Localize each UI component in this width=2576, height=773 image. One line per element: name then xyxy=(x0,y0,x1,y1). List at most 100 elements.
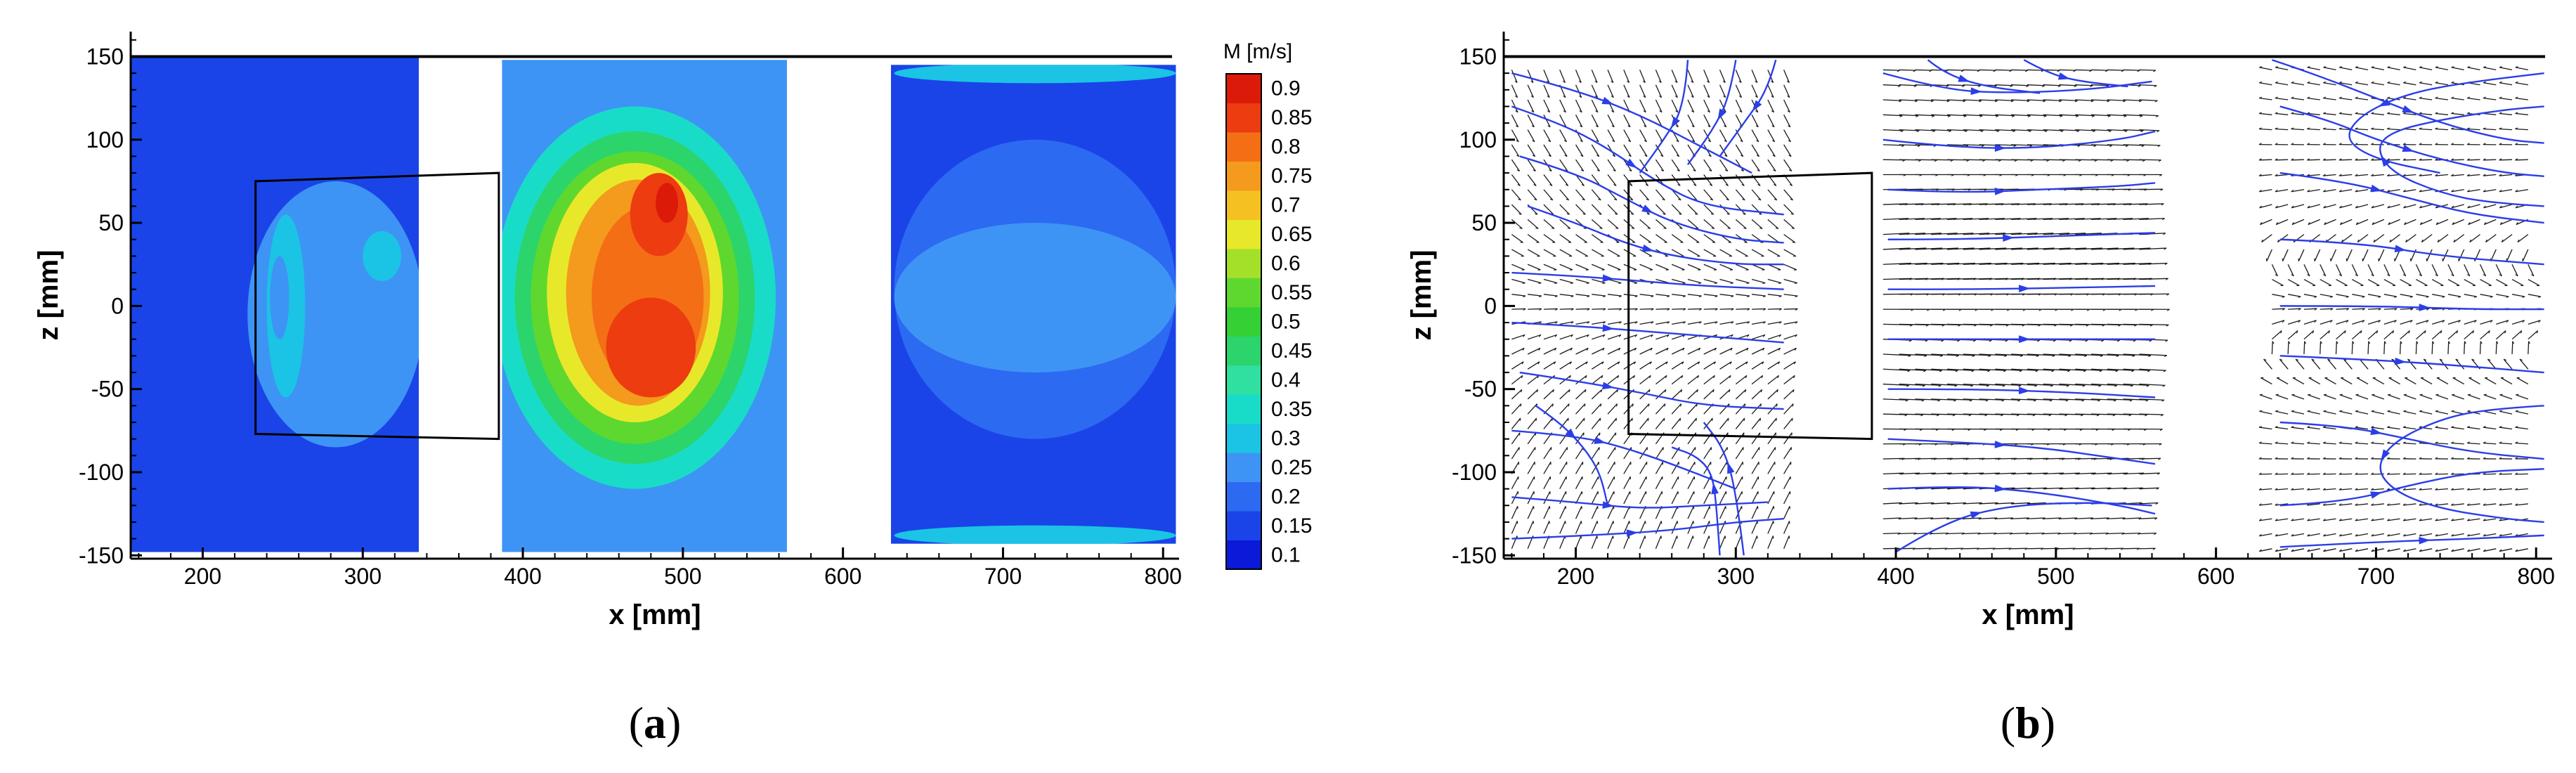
vector-arrow xyxy=(2123,262,2152,265)
vector-arrow xyxy=(2276,377,2289,385)
vector-arrow-head xyxy=(1934,160,1937,162)
vector-arrow xyxy=(1783,278,1797,284)
vector-arrow-head xyxy=(1774,198,1777,201)
vector-arrow xyxy=(1559,204,1570,215)
vector-arrow-head xyxy=(1570,295,1574,298)
vector-arrow xyxy=(2291,427,2305,430)
vector-arrow xyxy=(1559,99,1566,113)
vector-arrow xyxy=(1527,361,1540,370)
vector-arrow xyxy=(2275,219,2289,226)
vector-arrow xyxy=(1687,308,1702,310)
vector-arrow xyxy=(2338,518,2353,521)
vector-arrow xyxy=(2011,353,2039,356)
vector-arrow xyxy=(2435,219,2449,226)
vector-arrow xyxy=(2464,278,2476,286)
vector-arrow xyxy=(1899,247,1927,250)
streamline-arrow xyxy=(1994,188,2007,195)
streamline-arrow xyxy=(2370,184,2383,193)
vector-arrow-head xyxy=(2298,308,2301,311)
vector-arrow-head xyxy=(1682,295,1686,298)
vector-arrow-head xyxy=(2004,355,2008,358)
vector-arrow-head xyxy=(2499,174,2502,176)
vector-arrow-head xyxy=(1930,100,1934,103)
vector-arrow xyxy=(1751,321,1766,325)
vector-arrow-head xyxy=(2387,96,2390,99)
vector-arrow xyxy=(1735,144,1744,157)
vector-arrow-head xyxy=(2010,100,2014,103)
vector-arrow-head xyxy=(2033,399,2037,402)
vector-arrow-head xyxy=(2291,457,2294,460)
vector-arrow xyxy=(2355,488,2369,491)
vector-arrow xyxy=(2355,442,2369,445)
vector-arrow-head xyxy=(2405,239,2407,242)
vector-arrow xyxy=(1735,389,1747,400)
vector-arrow xyxy=(2403,189,2416,193)
colorbar-label: 0.35 xyxy=(1271,398,1312,421)
vector-arrow-head xyxy=(2053,339,2056,342)
vector-arrow xyxy=(1671,375,1684,385)
vector-arrow-head xyxy=(1740,155,1743,157)
vector-arrow xyxy=(1591,389,1603,400)
vector-arrow xyxy=(2259,427,2272,430)
vector-arrow xyxy=(1623,308,1638,310)
vector-arrow xyxy=(2090,532,2109,535)
vector-arrow-head xyxy=(1537,361,1540,365)
vector-arrow-head xyxy=(2338,457,2342,460)
vector-arrow-head xyxy=(2314,320,2317,323)
vector-arrow-head xyxy=(2258,519,2262,521)
vector-arrow-head xyxy=(2516,222,2518,225)
vector-arrow xyxy=(1672,321,1686,325)
colorbar-label: 0.45 xyxy=(1271,339,1312,363)
vector-arrow-head xyxy=(2145,399,2149,402)
vector-arrow-head xyxy=(1651,295,1654,298)
vector-arrow-head xyxy=(2164,247,2167,250)
vector-arrow-head xyxy=(2402,472,2406,475)
vector-arrow-head xyxy=(2028,130,2032,133)
vector-arrow-head xyxy=(2066,384,2069,387)
vector-arrow xyxy=(1623,129,1632,143)
vector-arrow-head xyxy=(2307,143,2310,145)
vector-arrow-head xyxy=(1649,375,1651,379)
vector-arrow-head xyxy=(2499,274,2502,277)
vector-arrow-head xyxy=(2467,96,2471,99)
vector-arrow xyxy=(1655,389,1667,400)
vector-arrow xyxy=(2468,377,2480,385)
vector-arrow xyxy=(1655,129,1663,143)
vector-arrow xyxy=(1527,491,1535,505)
vector-arrow-head xyxy=(1899,100,1902,103)
vector-arrow xyxy=(2011,383,2038,386)
vector-arrow xyxy=(2483,503,2497,506)
vector-arrow xyxy=(1703,308,1718,310)
vector-arrow xyxy=(2403,204,2416,209)
streamline xyxy=(2279,468,2544,507)
vector-arrow xyxy=(1639,361,1652,370)
vector-arrow xyxy=(1687,234,1700,243)
vector-arrow xyxy=(2483,488,2497,491)
vector-arrow xyxy=(1575,521,1582,534)
vector-arrow-head xyxy=(1618,334,1622,337)
vector-arrow-head xyxy=(1793,389,1795,393)
colorbar-label: 0.15 xyxy=(1271,514,1312,538)
vector-arrow xyxy=(1995,84,2013,86)
vector-arrow xyxy=(2043,84,2061,86)
vector-arrow-head xyxy=(2499,127,2502,130)
vector-arrow xyxy=(1751,403,1762,415)
vector-arrow xyxy=(2383,264,2390,277)
vector-arrow-head xyxy=(2291,410,2294,412)
vector-arrow xyxy=(1592,321,1606,325)
vector-arrow xyxy=(1736,278,1750,284)
vector-arrow-head xyxy=(1651,334,1653,337)
panel-b-y-tick-label: 100 xyxy=(1459,127,1497,152)
vector-arrow-head xyxy=(1787,110,1790,113)
vector-arrow-head xyxy=(2097,399,2101,402)
vector-arrow xyxy=(1607,249,1620,257)
vector-arrow xyxy=(2288,294,2301,297)
vector-arrow xyxy=(1783,159,1793,171)
panel-b-x-tick-label: 300 xyxy=(1717,564,1755,589)
vector-arrow xyxy=(1543,114,1551,128)
vector-arrow-head xyxy=(2451,533,2454,537)
vector-arrow-head xyxy=(1629,184,1633,186)
vector-arrow xyxy=(2419,204,2433,209)
vector-arrow-head xyxy=(2077,145,2081,148)
